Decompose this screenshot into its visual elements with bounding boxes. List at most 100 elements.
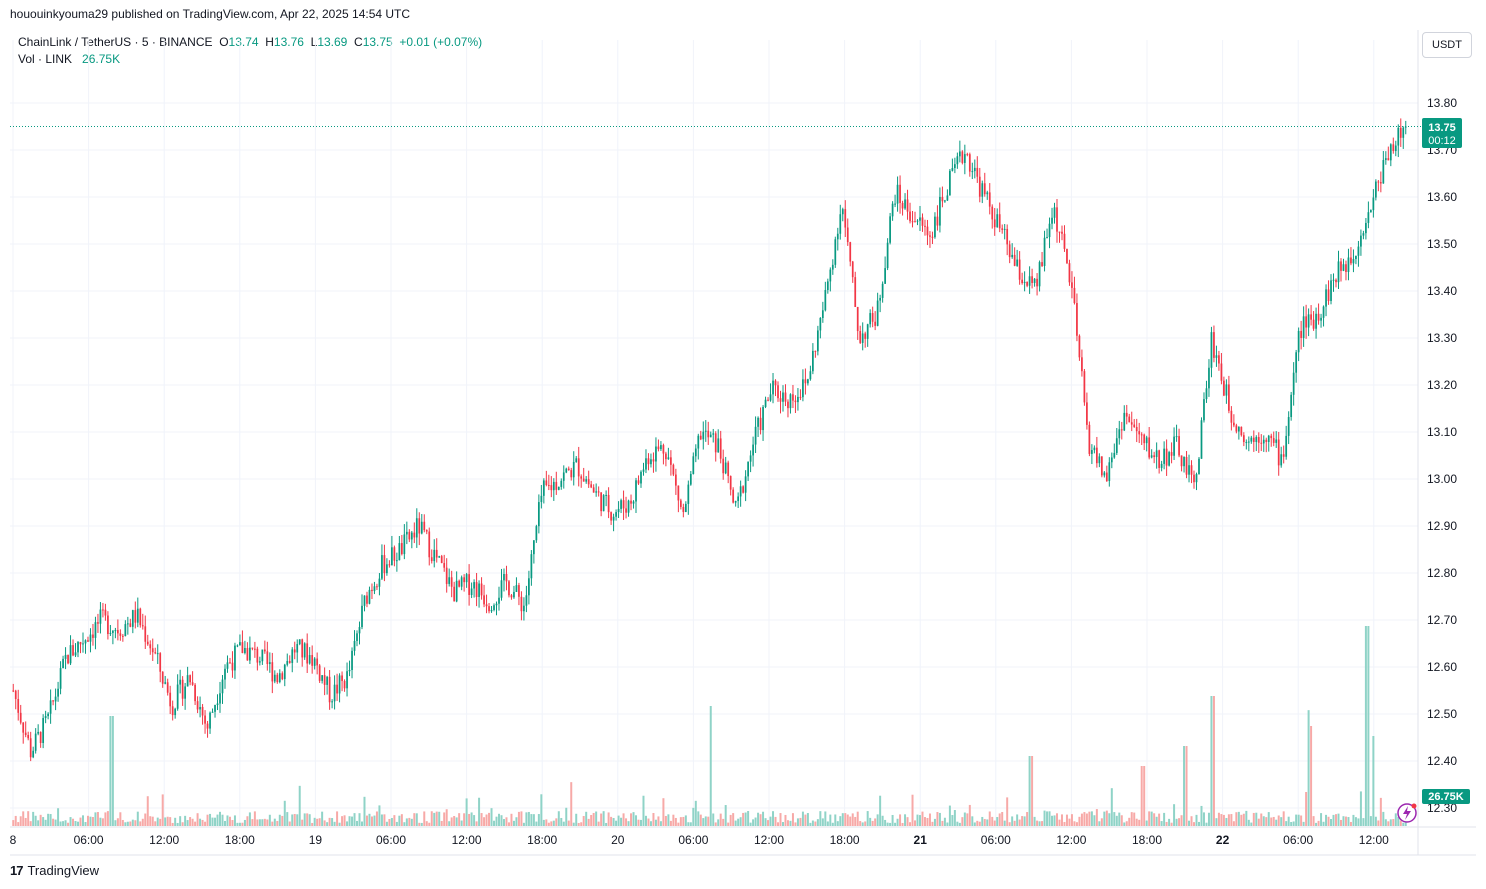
candle-body [174, 708, 177, 716]
candle-body [1071, 282, 1073, 288]
volume-bar [326, 822, 329, 826]
price-axis[interactable]: 13.8013.7013.6013.5013.4013.3013.2013.10… [1427, 96, 1457, 815]
volume-bar [1065, 814, 1068, 826]
candle-body [268, 662, 271, 665]
volume-bar [84, 822, 87, 826]
candle-body [1008, 244, 1011, 258]
volume-bar [395, 821, 398, 826]
candle-body [104, 609, 107, 616]
candle-body [1223, 380, 1225, 396]
volume-bar [37, 820, 40, 826]
volume-bar [248, 812, 251, 826]
volume-bar [1335, 814, 1338, 826]
volume-bar [278, 814, 281, 826]
candle-body [650, 459, 652, 465]
candle-body [1307, 314, 1310, 328]
volume-bar [1305, 791, 1308, 826]
volume-bar [1295, 814, 1298, 826]
candle-body [819, 317, 822, 331]
candle-body [834, 239, 837, 265]
candle-body [54, 696, 57, 702]
close-value: 13.75 [362, 35, 393, 49]
time-axis[interactable]: 8 06:00 12:00 18:00 19 06:00 12:00 18:00 20 06:00… [10, 833, 1389, 847]
candle-body [694, 448, 697, 457]
volume-bar [488, 812, 491, 826]
candle-body [976, 167, 979, 177]
volume-label[interactable]: Vol · LINK [18, 52, 73, 66]
volume-bar [1103, 811, 1106, 826]
volume-bar [261, 819, 264, 826]
volume-bar [106, 811, 109, 826]
volume-bar [119, 812, 122, 826]
candle-body [1163, 448, 1165, 464]
x-tick-label: 06:00 [1283, 833, 1313, 847]
volume-bar [702, 818, 705, 826]
volume-bar [1212, 696, 1215, 826]
candle-body [373, 586, 376, 592]
candle-body [251, 647, 254, 649]
candle-body [204, 715, 206, 724]
y-tick-label: 13.30 [1427, 331, 1457, 345]
candle-body [184, 686, 187, 699]
candle-body [567, 468, 570, 471]
volume-bar [473, 815, 476, 826]
volume-bar [1327, 816, 1330, 826]
volume-bar [652, 812, 655, 826]
volume-bar [246, 816, 249, 826]
candle-body [919, 217, 921, 221]
candle-body [889, 216, 891, 243]
candle-body [1295, 352, 1298, 373]
volume-bar [996, 817, 999, 826]
volume-bar [734, 820, 737, 826]
volume-bar [94, 812, 97, 826]
candle-body [1404, 126, 1407, 128]
volume-bar [1384, 819, 1387, 826]
volume-bar [468, 813, 471, 826]
candle-body [759, 417, 762, 431]
volume-bar [764, 818, 767, 826]
candle-body [1262, 439, 1265, 444]
volume-bar [263, 818, 266, 826]
volume-bar [1195, 814, 1198, 826]
volume-bar [438, 811, 441, 826]
volume-bar [737, 818, 740, 826]
candle-body [542, 480, 545, 496]
lightning-icon[interactable] [1397, 803, 1417, 823]
candle-body [968, 154, 971, 172]
volume-bar [1183, 746, 1186, 826]
candle-body [1389, 144, 1392, 161]
candle-body [941, 196, 944, 202]
volume-bar [1300, 815, 1303, 826]
candle-body [996, 214, 999, 228]
volume-bar [1222, 814, 1225, 826]
volume-bar [585, 811, 588, 826]
candle-body [757, 417, 759, 427]
volume-bar [490, 808, 493, 826]
volume-bar [1193, 822, 1196, 826]
volume-bar [1372, 736, 1375, 826]
volume-bar [844, 813, 847, 826]
tradingview-logo-icon[interactable]: 17 [10, 863, 24, 878]
volume-bar [109, 716, 112, 826]
candle-body [139, 608, 142, 626]
candle-body [963, 154, 966, 163]
volume-bar [871, 820, 874, 826]
candle-body [29, 738, 32, 758]
volume-bar [331, 818, 334, 826]
low-label: L [310, 35, 318, 49]
candle-body [911, 221, 914, 223]
volume-bar [612, 818, 615, 826]
candle-body [1384, 158, 1387, 161]
currency-button[interactable]: USDT [1422, 32, 1472, 58]
volume-bar [443, 812, 446, 826]
candle-body [1372, 197, 1375, 211]
candle-body [480, 583, 483, 596]
candle-body [119, 633, 122, 636]
candle-body [146, 641, 149, 645]
candle-body [1063, 233, 1066, 249]
candle-body [577, 458, 580, 477]
volume-bar [204, 821, 207, 826]
volume-bar [759, 814, 762, 826]
candle-body [988, 192, 991, 207]
